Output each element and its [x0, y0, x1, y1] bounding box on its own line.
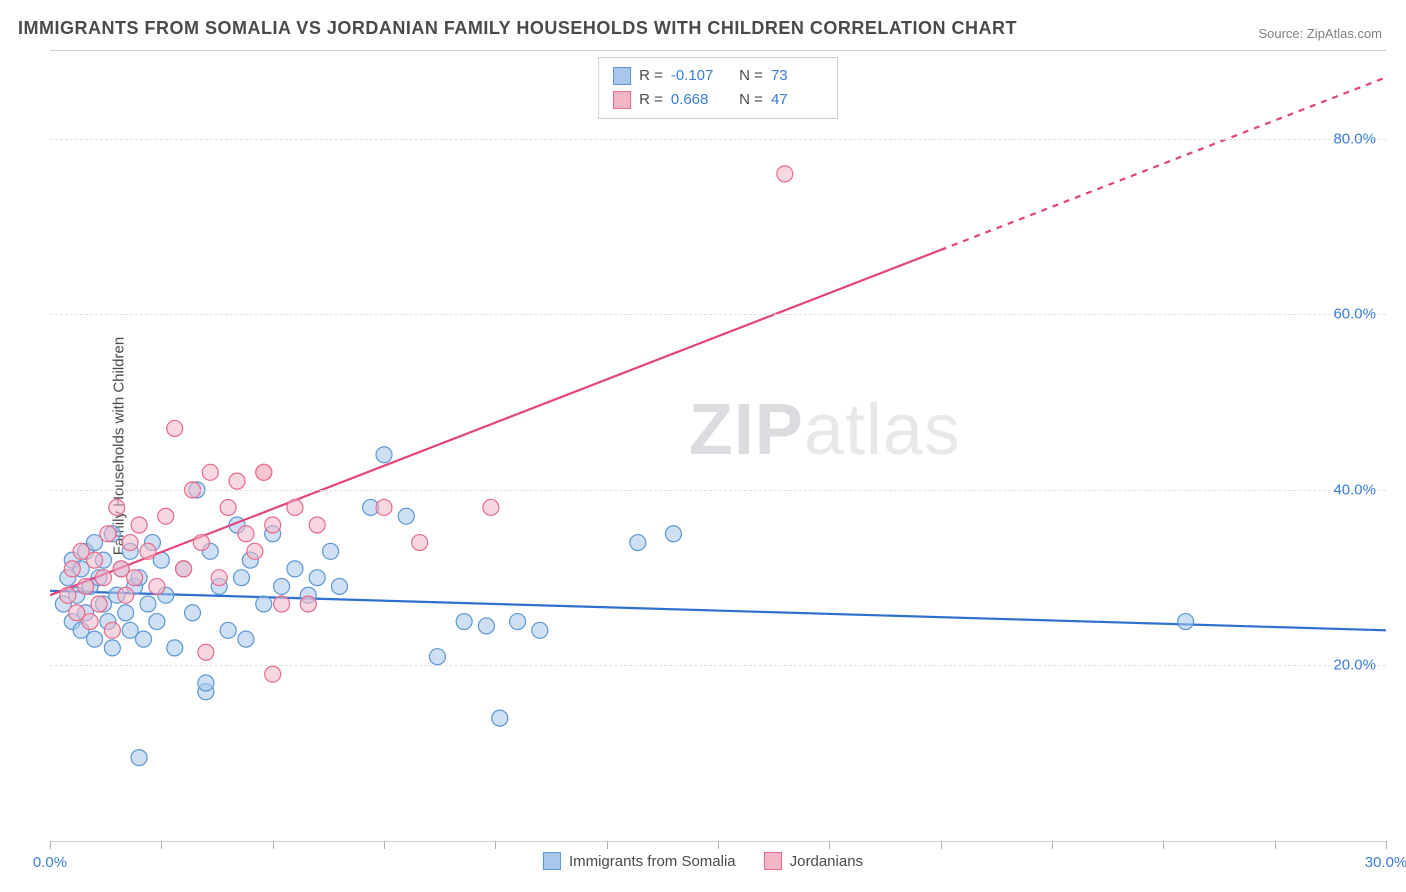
r-value: 0.668 — [671, 88, 723, 112]
source-attribution: Source: ZipAtlas.com — [1258, 26, 1382, 41]
chart-title: IMMIGRANTS FROM SOMALIA VS JORDANIAN FAM… — [18, 18, 1017, 39]
y-tick-label: 20.0% — [1333, 657, 1376, 674]
r-value: -0.107 — [671, 64, 723, 88]
x-tick-label: 30.0% — [1365, 854, 1406, 871]
legend-swatch — [764, 852, 782, 870]
correlation-legend-row: R = 0.668 N = 47 — [613, 88, 823, 112]
chart-plot-area: ZIPatlas R = -0.107 N = 73R = 0.668 N = … — [50, 50, 1386, 842]
x-tick — [273, 841, 274, 849]
y-gridline — [50, 490, 1386, 491]
x-tick — [1386, 841, 1387, 849]
y-gridline — [50, 665, 1386, 666]
x-tick — [829, 841, 830, 849]
series-legend: Immigrants from Somalia Jordanians — [543, 852, 863, 870]
y-tick-label: 80.0% — [1333, 130, 1376, 147]
y-tick-label: 40.0% — [1333, 481, 1376, 498]
x-tick — [384, 841, 385, 849]
legend-label: Jordanians — [790, 853, 863, 870]
y-gridline — [50, 314, 1386, 315]
legend-label: Immigrants from Somalia — [569, 853, 736, 870]
correlation-legend-row: R = -0.107 N = 73 — [613, 64, 823, 88]
n-value: 47 — [771, 88, 823, 112]
x-tick — [718, 841, 719, 849]
x-tick-label: 0.0% — [33, 854, 67, 871]
x-tick — [161, 841, 162, 849]
x-tick — [607, 841, 608, 849]
legend-swatch — [543, 852, 561, 870]
legend-swatch — [613, 91, 631, 109]
r-label: R = — [639, 88, 663, 112]
x-tick — [50, 841, 51, 849]
x-tick — [1052, 841, 1053, 849]
y-gridline — [50, 139, 1386, 140]
y-tick-label: 60.0% — [1333, 306, 1376, 323]
scatter-plot-svg — [50, 51, 1386, 841]
n-label: N = — [731, 88, 763, 112]
legend-item: Jordanians — [764, 852, 863, 870]
n-value: 73 — [771, 64, 823, 88]
n-label: N = — [731, 64, 763, 88]
legend-item: Immigrants from Somalia — [543, 852, 736, 870]
legend-swatch — [613, 67, 631, 85]
correlation-legend: R = -0.107 N = 73R = 0.668 N = 47 — [598, 57, 838, 119]
r-label: R = — [639, 64, 663, 88]
x-tick — [1163, 841, 1164, 849]
x-tick — [941, 841, 942, 849]
x-tick — [495, 841, 496, 849]
x-tick — [1275, 841, 1276, 849]
